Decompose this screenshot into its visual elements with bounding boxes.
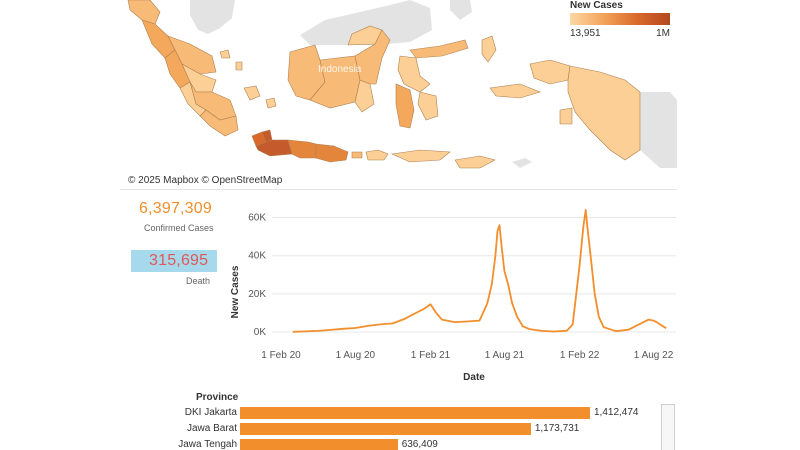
x-tick-label: 1 Aug 20 [336,350,376,361]
province-north-maluku[interactable] [481,35,497,63]
new-cases-chart[interactable]: 0K 20K 40K 60K 1 Feb 20 1 Aug 20 1 Feb 21 1 Au… [226,196,686,386]
province-bar-chart[interactable]: Province DKI Jakarta 1,412,474 Jawa Barat 1… [120,386,677,450]
province-bangka-belitung[interactable] [243,85,277,109]
map-panel[interactable]: Indonesia © 2025 Mapbox © OpenStreetMap … [120,0,677,190]
province-ntt[interactable] [390,149,496,169]
death-highlight[interactable] [131,250,217,272]
province-north-sulawesi[interactable] [409,39,469,59]
land-philippines [450,0,472,20]
legend-max: 1M [656,28,670,39]
legend-gradient [570,13,670,25]
y-tick-labels: 0K 20K 40K 60K [248,213,266,338]
color-legend: New Cases 13,951 1M [570,0,670,39]
province-bar[interactable] [240,439,398,450]
x-tick-label: 1 Aug 22 [634,350,674,361]
scrollbar[interactable] [661,404,675,450]
province-bar[interactable] [240,407,590,419]
death-label: Death [186,276,211,286]
confirmed-cases-value: 6,397,309 [139,200,212,217]
x-tick-label: 1 Aug 21 [485,350,525,361]
province-south-kalimantan[interactable] [354,79,375,113]
province-riau-islands[interactable] [219,49,243,71]
x-tick-label: 1 Feb 21 [411,350,451,361]
province-lampung[interactable] [199,109,239,137]
province-row[interactable]: DKI Jakarta 1,412,474 [120,406,677,420]
death-value: 315,695 [149,252,209,269]
province-value: 1,412,474 [594,407,639,418]
land-timor-leste [512,158,532,168]
new-cases-line[interactable] [292,209,667,333]
x-tick-label: 1 Feb 22 [560,350,600,361]
province-west-papua[interactable] [529,59,571,85]
land-malaysia [190,0,235,34]
legend-title: New Cases [570,0,623,11]
province-papua[interactable] [567,65,641,161]
y-axis-title: New Cases [230,265,241,318]
province-ntb[interactable] [365,149,389,161]
province-bali[interactable] [351,151,363,159]
province-header: Province [196,392,239,403]
province-name: Jawa Barat [186,423,237,434]
map-credit[interactable]: © 2025 Mapbox © OpenStreetMap [128,175,283,186]
province-east-java[interactable] [315,143,349,163]
y-gridlines [272,217,676,333]
x-tick-labels: 1 Feb 20 1 Aug 20 1 Feb 21 1 Aug 21 1 Feb 22… [261,350,673,361]
y-tick-label: 0K [254,327,267,338]
country-label: Indonesia [318,64,362,75]
province-name: DKI Jakarta [184,407,237,418]
province-maluku[interactable] [489,83,573,125]
province-name: Jawa Tengah [178,439,237,450]
province-central-java[interactable] [287,139,317,159]
land-borneo-north [300,0,432,45]
x-tick-label: 1 Feb 20 [261,350,301,361]
province-value: 1,173,731 [534,423,580,434]
y-tick-label: 40K [248,251,266,262]
confirmed-cases-label: Confirmed Cases [144,223,214,233]
legend-min: 13,951 [570,28,601,39]
y-tick-label: 20K [248,289,266,300]
province-north-kalimantan[interactable] [347,25,383,46]
province-row[interactable]: Jawa Barat 1,173,731 [120,422,677,436]
land-png [640,92,677,168]
province-value: 636,409 [401,439,438,450]
province-southeast-sulawesi[interactable] [417,91,439,121]
province-row[interactable]: Jawa Tengah 636,409 [120,438,677,450]
x-axis-title: Date [463,372,485,383]
indonesia-map[interactable]: Indonesia [120,0,677,190]
province-south-sulawesi[interactable] [395,83,415,129]
y-tick-label: 60K [248,213,266,224]
province-bar[interactable] [240,423,531,435]
province-central-sulawesi[interactable] [397,55,431,93]
